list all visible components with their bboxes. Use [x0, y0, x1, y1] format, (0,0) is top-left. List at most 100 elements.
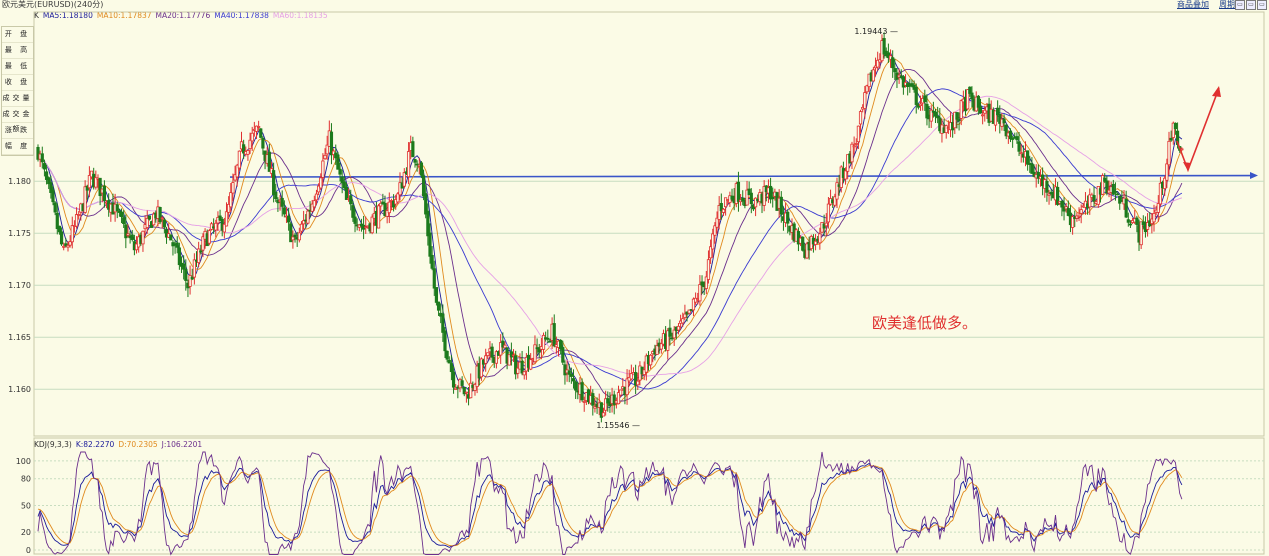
candle-body — [158, 206, 162, 223]
candle-body — [49, 182, 53, 193]
candle-body — [162, 219, 166, 228]
candle-body — [569, 373, 573, 377]
candle-body — [1173, 122, 1178, 130]
candle-body — [302, 220, 306, 225]
candle-body — [190, 276, 194, 280]
title-links: 商品叠加 周期 — [1177, 0, 1235, 10]
kdj-legend: KDJ(9,3,3) K:82.2270 D:70.2305 J:106.2201 — [34, 440, 206, 449]
candle-body — [1008, 130, 1013, 140]
candle-body — [736, 181, 741, 202]
candle-body — [1011, 138, 1015, 140]
candle-body — [938, 117, 942, 132]
candle-body — [1036, 171, 1040, 179]
candle-body — [441, 313, 445, 333]
candle-body — [70, 225, 74, 243]
kdj-tick-label: 100 — [16, 457, 31, 466]
candle-body — [340, 176, 344, 184]
price-tick-label: 1.165 — [8, 333, 31, 342]
candle-body — [1017, 141, 1021, 152]
candle-body — [891, 57, 895, 69]
candle-body — [119, 211, 124, 217]
candle-body — [668, 327, 672, 337]
candle-body — [449, 363, 454, 373]
candle-body — [1092, 195, 1096, 202]
candle-body — [398, 182, 402, 196]
candle-body — [229, 192, 233, 208]
candle-body — [53, 202, 57, 213]
candle-body — [177, 247, 181, 266]
candle-body — [51, 189, 55, 203]
candle-body — [886, 52, 890, 59]
minimize-icon[interactable]: ▭ — [1246, 0, 1256, 10]
candle-body — [64, 243, 68, 247]
candle-body — [248, 139, 252, 150]
forecast-arrowhead-down — [1183, 162, 1191, 171]
candle-body — [768, 185, 773, 200]
candle-body — [469, 382, 473, 399]
candle-body — [336, 154, 340, 170]
candle-body — [529, 359, 533, 370]
candle-body — [936, 116, 940, 119]
candle-body — [443, 330, 447, 352]
candle-body — [160, 217, 164, 220]
candle-body — [741, 197, 745, 202]
overlay-symbol-link[interactable]: 商品叠加 — [1177, 0, 1209, 9]
candle-body — [711, 233, 715, 250]
candle-body — [188, 275, 192, 287]
close-icon[interactable]: ▭ — [1257, 0, 1267, 10]
candle-body — [520, 360, 524, 374]
candle-body — [242, 144, 246, 154]
candle-body — [370, 216, 374, 234]
candle-body — [559, 339, 563, 350]
candle-body — [306, 210, 310, 224]
candle-body — [462, 386, 466, 395]
candle-body — [259, 128, 263, 138]
candle-body — [978, 106, 983, 114]
info-row-close: 收 盘 — [2, 75, 33, 91]
candle-body — [666, 330, 670, 351]
candle-body — [1135, 217, 1139, 225]
candle-body — [1004, 124, 1008, 137]
candle-body — [918, 103, 923, 106]
candle-body — [486, 352, 490, 356]
candle-body — [445, 350, 449, 360]
period-link[interactable]: 周期 — [1219, 0, 1235, 9]
candle-body — [312, 200, 316, 208]
candle-body — [981, 114, 985, 117]
candle-body — [893, 68, 897, 73]
candle-body — [914, 87, 918, 105]
candle-body — [499, 342, 503, 356]
candle-body — [376, 205, 381, 229]
candle-body — [683, 313, 687, 318]
candle-body — [944, 125, 948, 134]
info-row-volume: 成交量 — [2, 91, 33, 107]
candle-body — [805, 243, 809, 259]
candle-body — [257, 126, 261, 128]
low-price-label: 1.15546 — — [596, 421, 640, 430]
candle-body — [522, 371, 526, 376]
candle-body — [929, 109, 933, 122]
candle-body — [62, 245, 66, 248]
candle-body — [882, 38, 886, 55]
forecast-arrowhead-up — [1212, 86, 1221, 97]
candle-body — [325, 144, 329, 155]
candle-body — [923, 95, 927, 103]
candle-body — [1128, 223, 1133, 226]
price-pane-frame — [33, 11, 1265, 437]
price-tick-label: 1.180 — [8, 177, 31, 186]
legend-item: K:82.2270 — [75, 440, 115, 449]
candle-body — [246, 150, 250, 155]
restore-icon[interactable]: ▭ — [1235, 0, 1245, 10]
candle-body — [721, 208, 726, 213]
candle-body — [424, 193, 428, 215]
candle-body — [724, 197, 728, 208]
candle-body — [1103, 177, 1107, 182]
candle-body — [580, 382, 584, 401]
candle-body — [747, 188, 751, 196]
candle-body — [218, 215, 222, 221]
candle-body — [670, 337, 674, 340]
candle-body — [1064, 206, 1068, 210]
candle-body — [779, 196, 783, 215]
candle-body — [201, 236, 205, 251]
